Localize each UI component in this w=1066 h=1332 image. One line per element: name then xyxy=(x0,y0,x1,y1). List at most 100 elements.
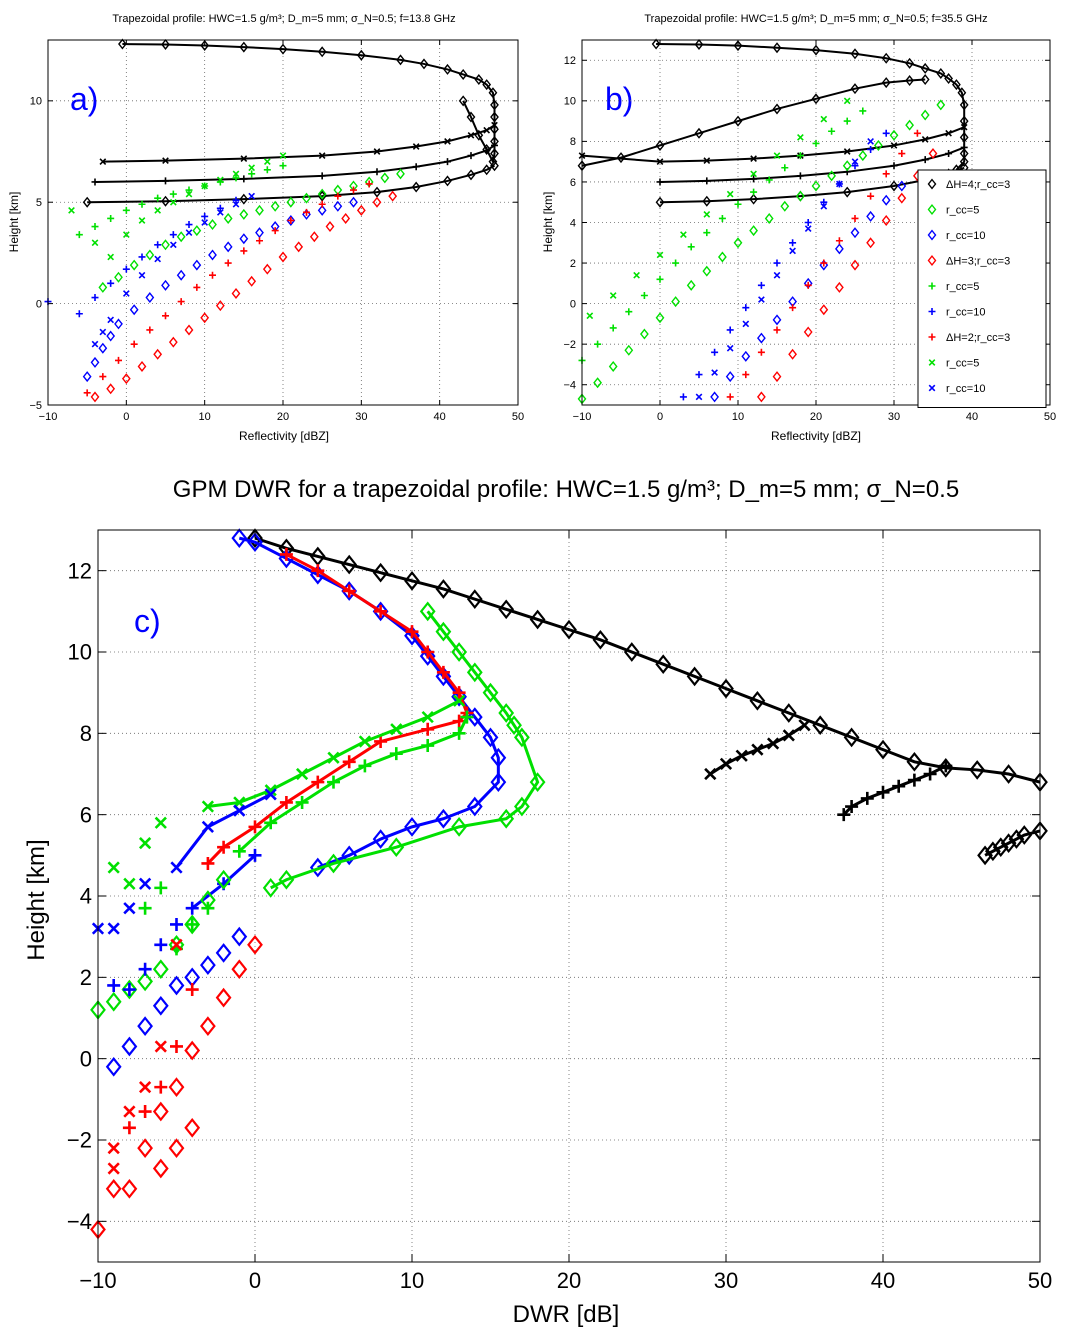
y-tick-label: −2 xyxy=(67,1128,92,1153)
panel-a-xlabel: Reflectivity [dBZ] xyxy=(239,429,329,443)
data-point xyxy=(342,584,356,598)
data-point xyxy=(702,195,712,207)
data-point xyxy=(83,389,91,397)
data-point xyxy=(129,304,139,316)
data-point xyxy=(404,625,420,646)
legend-entry: ΔH=3;r_cc=3 xyxy=(946,256,1010,268)
data-point xyxy=(161,195,170,207)
data-point xyxy=(223,241,233,253)
y-tick-label: 5 xyxy=(36,197,42,209)
data-point xyxy=(68,206,75,214)
data-point xyxy=(490,747,507,768)
data-point xyxy=(835,281,844,293)
data-point xyxy=(703,229,711,237)
data-point xyxy=(435,621,452,642)
data-point xyxy=(99,158,107,166)
x-tick-label: 50 xyxy=(512,411,524,423)
data-point xyxy=(255,227,264,239)
data-point xyxy=(201,212,209,220)
data-point xyxy=(91,223,99,231)
data-point xyxy=(867,146,875,153)
data-point xyxy=(271,227,279,235)
series xyxy=(68,152,287,261)
data-point xyxy=(1016,825,1033,845)
data-point xyxy=(772,314,782,326)
data-point xyxy=(318,172,326,180)
panel-c-title: GPM DWR for a trapezoidal profile: HWC=1… xyxy=(173,476,959,503)
data-point xyxy=(466,662,483,683)
data-point xyxy=(704,767,717,781)
series xyxy=(82,196,358,383)
data-point xyxy=(137,971,153,992)
legend-marker xyxy=(927,178,937,190)
data-point xyxy=(686,279,696,291)
data-point xyxy=(920,62,930,74)
data-point xyxy=(514,727,530,748)
data-point xyxy=(303,208,310,216)
data-point xyxy=(811,93,821,105)
x-tick-label: −10 xyxy=(79,1268,116,1293)
data-point xyxy=(200,312,210,324)
y-tick-label: 2 xyxy=(570,258,576,270)
data-point xyxy=(959,131,969,143)
y-tick-label: −2 xyxy=(563,339,576,351)
data-point xyxy=(169,231,177,239)
data-point xyxy=(905,119,914,131)
data-point xyxy=(138,200,146,208)
data-point xyxy=(201,219,209,226)
panel-b-label: b) xyxy=(605,81,633,117)
data-point xyxy=(325,221,335,233)
y-tick-label: −4 xyxy=(563,380,576,392)
data-point xyxy=(757,332,766,344)
data-point xyxy=(90,391,100,403)
x-tick-label: 30 xyxy=(714,1268,738,1293)
data-point xyxy=(474,74,484,86)
data-point xyxy=(146,326,154,334)
data-point xyxy=(803,326,813,338)
data-point xyxy=(960,123,968,131)
series xyxy=(91,192,256,348)
legend-entry: r_cc=5 xyxy=(946,358,979,370)
data-point xyxy=(733,115,743,127)
data-point xyxy=(882,129,890,137)
data-point xyxy=(452,726,466,740)
legend-marker xyxy=(928,359,936,366)
data-point xyxy=(325,853,342,874)
data-point xyxy=(586,312,594,320)
data-point xyxy=(881,214,891,226)
data-point xyxy=(890,142,898,149)
data-point xyxy=(435,808,452,829)
data-point xyxy=(82,371,92,383)
data-point xyxy=(672,259,680,267)
data-point xyxy=(608,360,618,372)
data-point xyxy=(491,141,498,149)
data-point xyxy=(796,152,804,160)
data-point xyxy=(177,298,185,306)
data-point xyxy=(488,87,498,99)
data-point xyxy=(372,186,382,198)
series xyxy=(757,148,938,403)
series-line xyxy=(207,699,460,809)
data-point xyxy=(223,212,233,224)
series-line xyxy=(984,829,1041,857)
data-point xyxy=(137,1016,153,1036)
series-line xyxy=(122,43,496,165)
data-point xyxy=(216,204,224,212)
data-point xyxy=(419,601,436,622)
data-point xyxy=(482,164,492,176)
panel-b-title: Trapezoidal profile: HWC=1.5 g/m³; D_m=5… xyxy=(644,13,987,25)
data-point xyxy=(264,816,278,830)
data-point xyxy=(687,243,695,251)
data-point xyxy=(703,157,711,165)
data-point xyxy=(905,57,914,69)
data-point xyxy=(279,795,293,809)
data-point xyxy=(491,121,498,129)
data-point xyxy=(977,845,993,866)
data-point xyxy=(514,796,530,817)
data-point xyxy=(466,796,483,817)
data-point xyxy=(875,739,891,760)
legend-marker xyxy=(927,255,937,266)
data-point xyxy=(498,703,515,723)
data-point xyxy=(679,393,687,401)
